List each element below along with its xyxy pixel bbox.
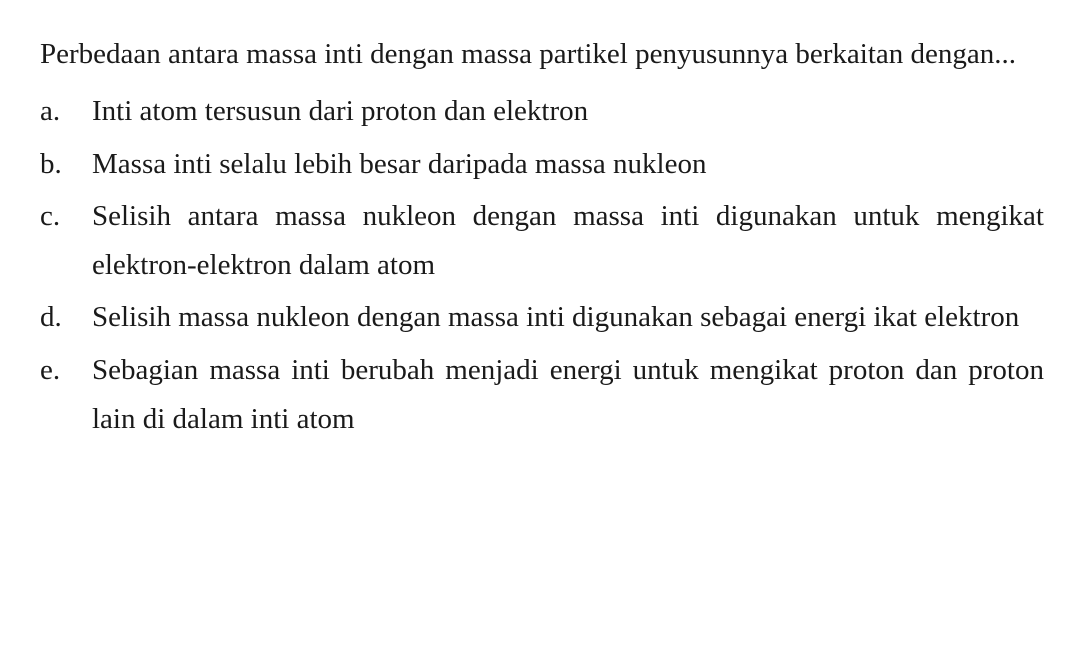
option-letter: b.: [40, 140, 92, 189]
option-item: d. Selisih massa nukleon dengan massa in…: [40, 293, 1044, 342]
option-letter: a.: [40, 87, 92, 136]
option-item: c. Selisih antara massa nukleon dengan m…: [40, 192, 1044, 291]
option-letter: e.: [40, 346, 92, 395]
option-letter: d.: [40, 293, 92, 342]
option-item: a. Inti atom tersusun dari proton dan el…: [40, 87, 1044, 136]
option-text: Sebagian massa inti berubah menjadi ener…: [92, 346, 1044, 445]
option-item: b. Massa inti selalu lebih besar daripad…: [40, 140, 1044, 189]
option-text: Massa inti selalu lebih besar daripada m…: [92, 140, 1044, 189]
options-list: a. Inti atom tersusun dari proton dan el…: [40, 87, 1044, 444]
option-text: Selisih antara massa nukleon dengan mass…: [92, 192, 1044, 291]
question-text: Perbedaan antara massa inti dengan massa…: [40, 30, 1044, 79]
option-text: Selisih massa nukleon dengan massa inti …: [92, 293, 1044, 342]
option-letter: c.: [40, 192, 92, 241]
option-item: e. Sebagian massa inti berubah menjadi e…: [40, 346, 1044, 445]
option-text: Inti atom tersusun dari proton dan elekt…: [92, 87, 1044, 136]
